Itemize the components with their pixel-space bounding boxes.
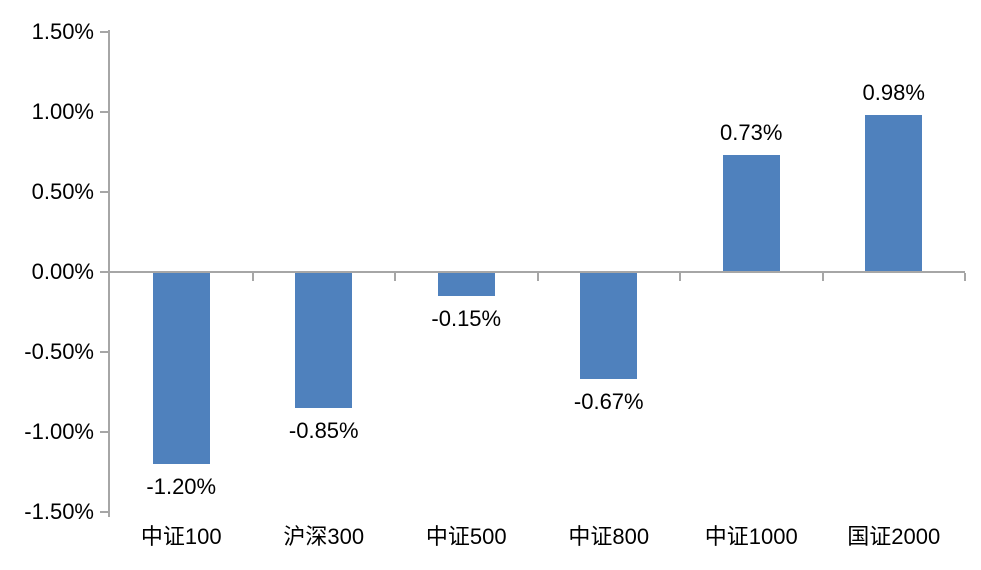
bar-value-label: -0.67% [573, 389, 644, 415]
bar-沪深300 [295, 272, 353, 408]
bar-value-label: -1.20% [146, 474, 217, 499]
y-axis-line [108, 30, 110, 517]
bar-国证2000 [865, 115, 923, 272]
y-axis-tick [100, 271, 108, 273]
y-axis-tick-label: 1.00% [31, 99, 94, 124]
x-axis-tick [394, 273, 396, 281]
x-axis-line [108, 271, 965, 273]
y-axis-tick-label: 0.50% [31, 179, 94, 204]
y-axis-tick [100, 431, 108, 433]
bar-value-label: -0.85% [288, 418, 359, 443]
category-label-国证2000: 国证2000 [847, 524, 941, 549]
y-axis-tick [100, 111, 108, 113]
bar-value-label: 0.98% [862, 80, 925, 106]
y-axis-tick-label: 0.00% [31, 259, 94, 284]
x-axis-tick [251, 273, 254, 281]
y-axis-tick-label: -1.50% [24, 499, 94, 524]
y-axis-tick [100, 191, 108, 193]
bar-value-label: -0.15% [431, 306, 502, 331]
y-axis-tick [100, 31, 108, 33]
y-axis-tick-label: -0.50% [24, 339, 94, 364]
x-axis-tick [821, 273, 824, 281]
bar-中证1000 [722, 155, 780, 272]
y-axis-tick [100, 351, 108, 353]
x-axis-tick [679, 273, 681, 281]
y-axis-tick-label: 1.50% [31, 19, 94, 44]
category-label-中证500: 中证500 [425, 524, 507, 549]
bar-value-label: 0.73% [720, 120, 783, 146]
y-axis-tick [100, 511, 108, 513]
category-label-中证1000: 中证1000 [704, 524, 798, 549]
category-label-中证800: 中证800 [568, 524, 650, 549]
bar-中证800 [580, 272, 638, 380]
category-label-中证100: 中证100 [140, 524, 222, 549]
bar-中证100 [152, 272, 210, 464]
bar-中证500 [437, 272, 495, 296]
x-axis-tick [536, 273, 539, 281]
y-axis-tick-label: -1.00% [24, 419, 94, 444]
x-axis-tick [964, 273, 966, 281]
category-label-沪深300: 沪深300 [283, 524, 365, 549]
